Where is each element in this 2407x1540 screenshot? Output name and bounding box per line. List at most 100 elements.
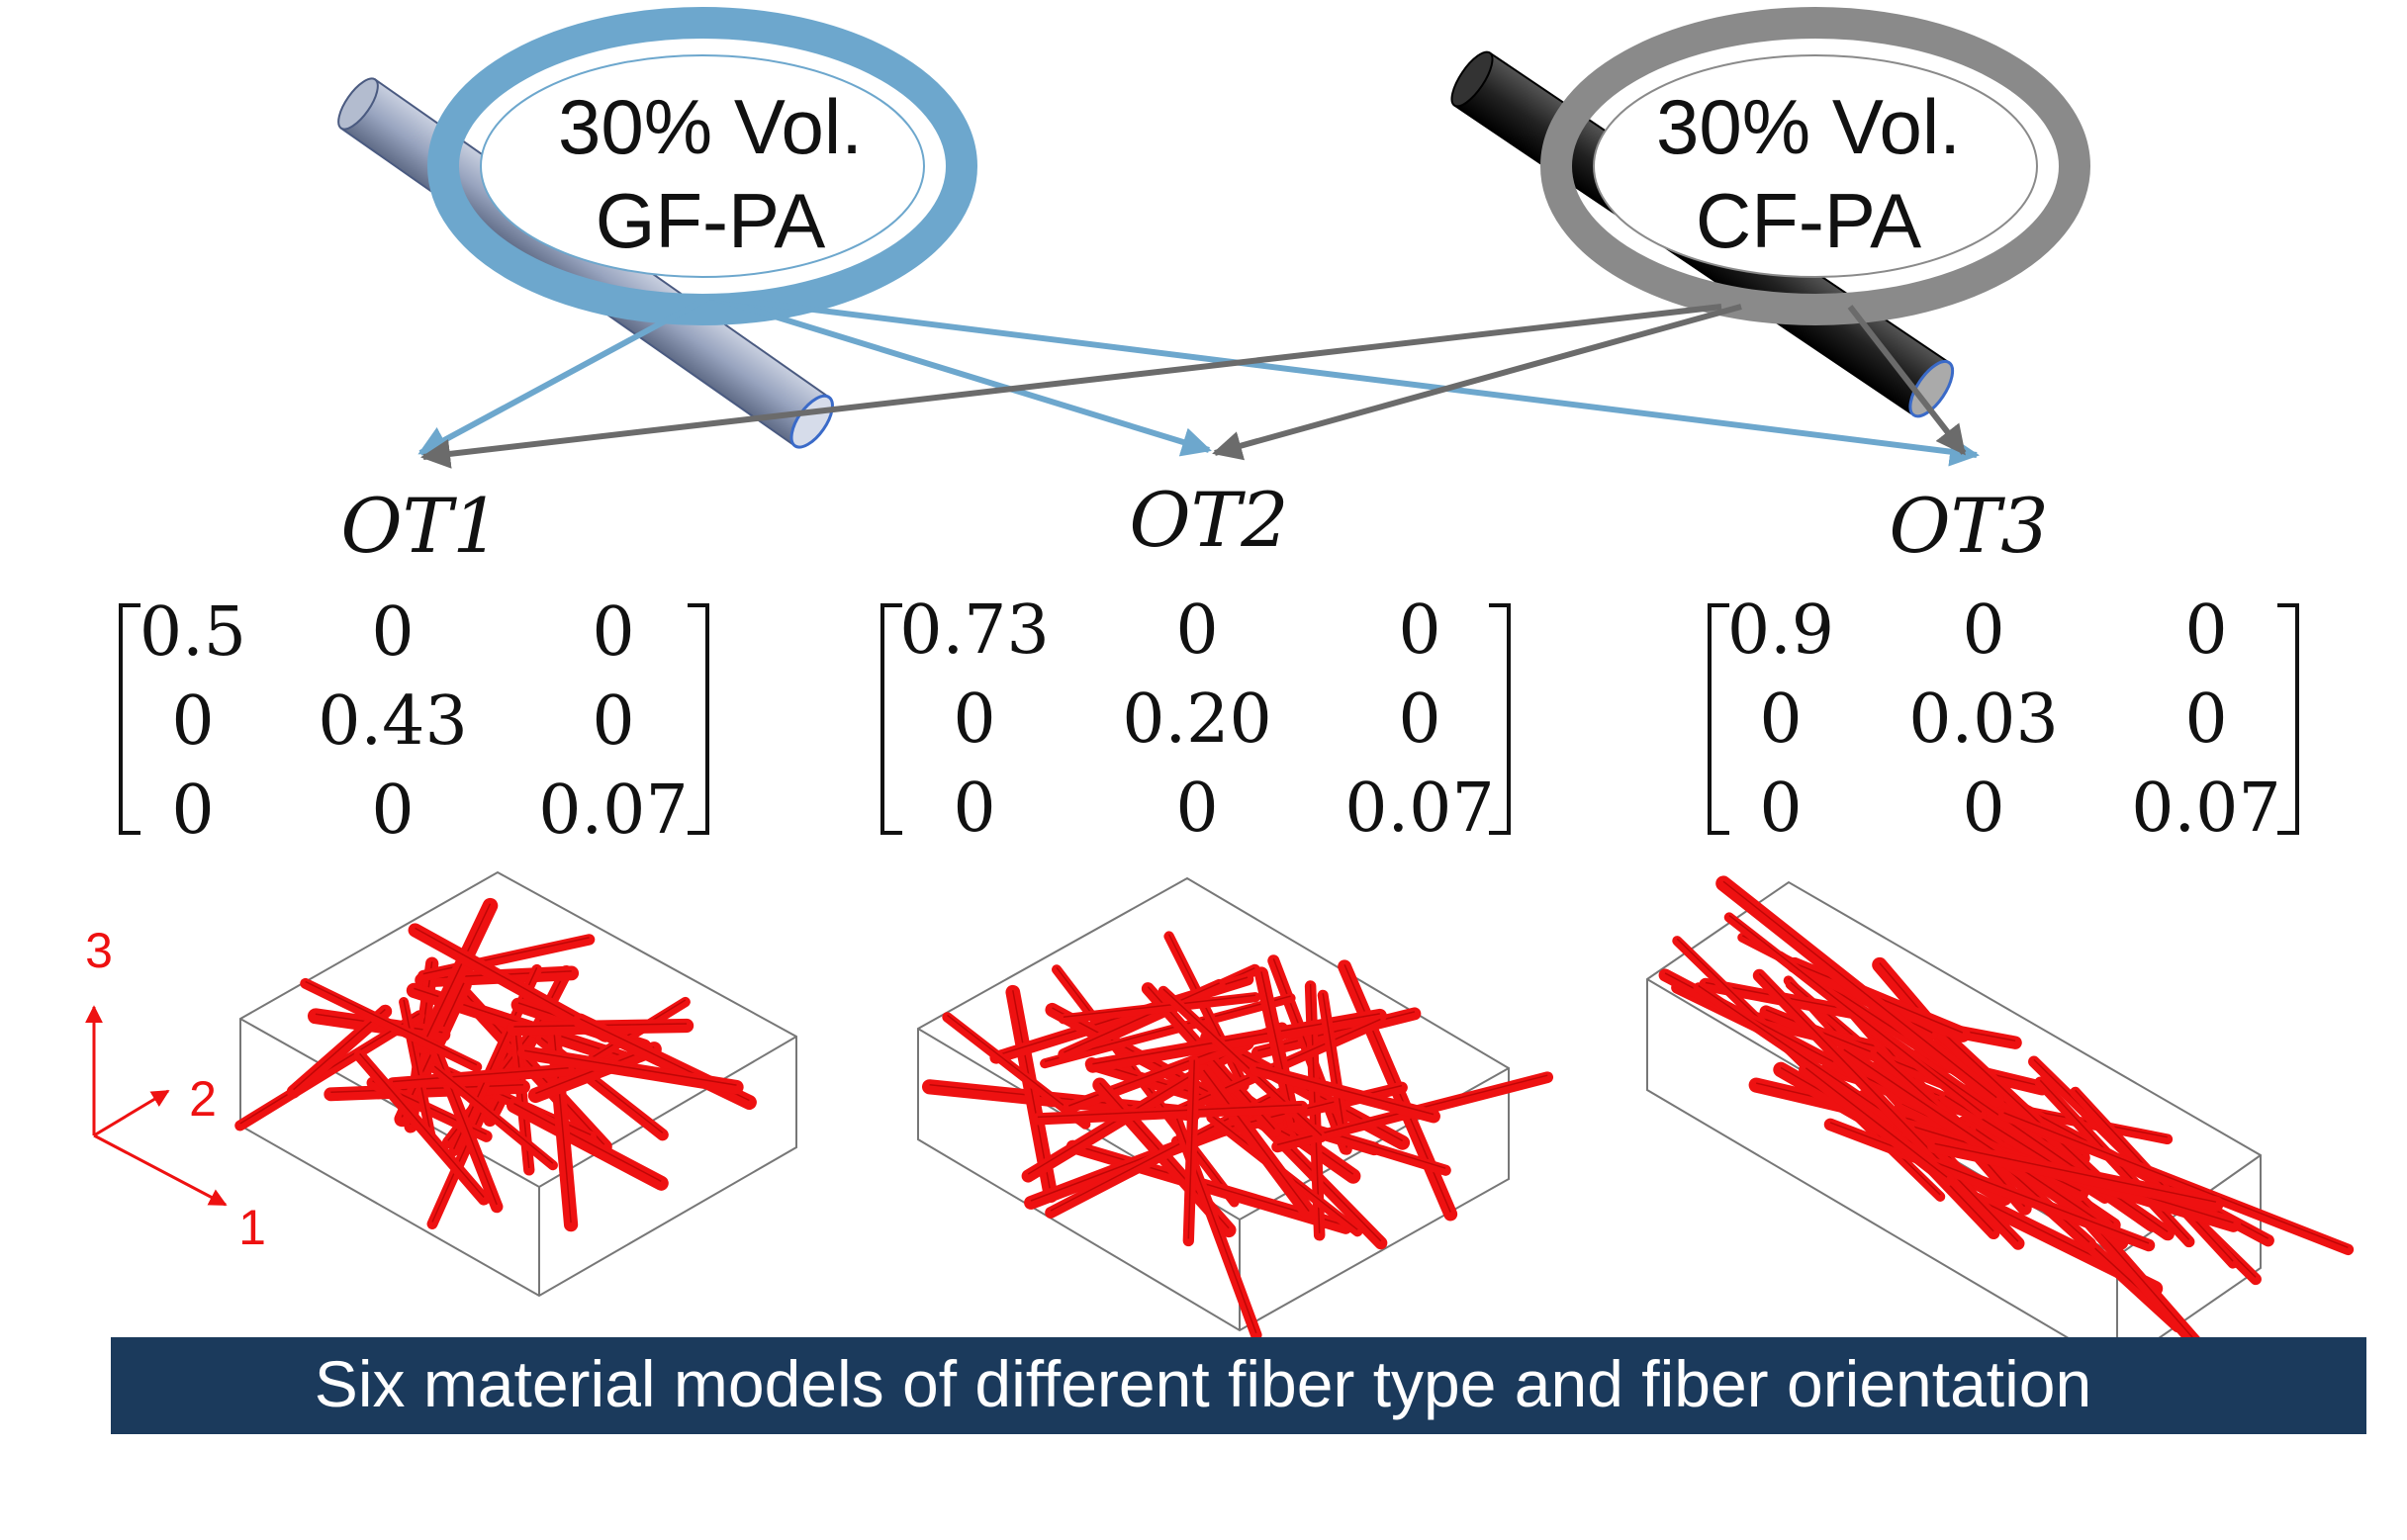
fiber: [1799, 1062, 1955, 1187]
fiber: [1927, 1019, 2116, 1197]
cf-label-line2: CF-PA: [1696, 177, 1921, 264]
fiber: [1058, 992, 1261, 1025]
fiber: [517, 1045, 744, 1095]
matrix-ot3-right-bracket: [2277, 603, 2299, 835]
matrix-ot1: 0.5 0 0 0 0.43 0 0 0 0.07: [119, 593, 709, 850]
fiber-edge: [393, 1066, 569, 1083]
axis-2-label: 2: [189, 1071, 217, 1127]
gf-ring: [427, 7, 977, 325]
fiber-edge: [1843, 1048, 2108, 1227]
matrix-cell: 0: [592, 682, 634, 761]
matrix-cell: 0.5: [139, 593, 246, 672]
rve-ot3-fibers: [1658, 875, 2355, 1367]
matrix-cell: 0: [1962, 591, 2004, 670]
matrix-cell: 0: [171, 771, 214, 850]
fiber: [417, 934, 596, 982]
matrix-cell: 0: [953, 770, 995, 848]
fiber-edge: [1255, 1066, 1435, 1116]
fiber-edge: [1037, 1104, 1302, 1119]
fiber: [416, 897, 499, 1054]
matrix-cell: 0.07: [2131, 770, 2280, 848]
matrix-cell: 0: [592, 593, 634, 672]
gf-bubble: [480, 54, 925, 278]
fiber: [429, 1063, 558, 1171]
fiber-edge: [2003, 1112, 2349, 1248]
fiber-edge: [513, 1103, 662, 1182]
matrix-cell: 0: [1398, 680, 1440, 759]
ot1-label: OT1: [340, 482, 500, 570]
fiber: [1836, 1043, 2115, 1236]
fiber: [1723, 912, 1988, 1120]
fiber-edge: [1064, 982, 1220, 1053]
matrix-cell: 0: [1175, 591, 1218, 670]
matrix-cell: 0: [171, 682, 214, 761]
rve-ot2: [917, 876, 1554, 1341]
matrix-cell: 0: [953, 680, 995, 759]
matrix-cell: 0: [1962, 770, 2004, 848]
fiber-edge: [1805, 1067, 1948, 1178]
fiber-edge: [1063, 994, 1255, 1019]
fiber-edge: [1322, 993, 1348, 1148]
rve-ot3-outline: [1646, 880, 2262, 1369]
matrix-ot1-right-bracket: [688, 603, 709, 835]
fiber: [1752, 968, 2025, 1250]
arrow-gf-to-ot3: [709, 294, 1980, 467]
fiber-edge: [293, 1008, 386, 1091]
arrow-cf-to-ot1: [420, 304, 1722, 469]
fiber-edge: [1758, 972, 2019, 1242]
matrix-cell: 0: [1398, 591, 1440, 670]
matrix-cell: 0.43: [318, 682, 467, 761]
fiber-edge: [1933, 1024, 2110, 1189]
axis-1-label: 1: [238, 1200, 266, 1255]
fiber: [353, 1049, 491, 1206]
fiber-edge: [305, 980, 478, 1066]
fiber: [1249, 1062, 1440, 1124]
axis-2-arrow: [93, 1089, 170, 1137]
arrow-gf-to-ot2: [709, 294, 1212, 457]
fiber-edge: [947, 1014, 1086, 1124]
matrix-cell: 0: [1759, 770, 1802, 848]
fiber: [1058, 978, 1226, 1061]
gf-label-line2: GF-PA: [596, 177, 826, 264]
arrow-cf-to-ot3: [1847, 305, 1967, 456]
fiber-edge: [1257, 1011, 1416, 1052]
axis-3-label: 3: [85, 923, 113, 978]
fiber-edge: [433, 1065, 554, 1164]
fiber-edge: [403, 999, 432, 1134]
matrix-ot2: 0.73 0 0 0 0.20 0 0 0 0.07: [880, 591, 1511, 848]
matrix-cell: 0: [2184, 680, 2227, 759]
fiber: [1040, 993, 1296, 1069]
fiber: [507, 1098, 669, 1191]
fiber: [527, 1042, 662, 1104]
rve-ot1-fibers: [234, 897, 757, 1232]
matrix-cell: 0: [1175, 770, 1218, 848]
fiber: [1031, 1100, 1308, 1126]
rve-ot2-outline: [917, 876, 1510, 1332]
matrix-ot3: 0.9 0 0 0 0.03 0 0 0 0.07: [1708, 591, 2299, 848]
matrix-cell: 0.20: [1122, 680, 1271, 759]
fiber-edge: [422, 903, 492, 1045]
matrix-cell: 0.07: [1344, 770, 1494, 848]
arrow-cf-to-ot2: [1212, 304, 1742, 461]
fiber-edge: [1829, 1122, 2150, 1244]
gf-arrows: [417, 294, 1980, 467]
fiber: [1195, 1064, 1317, 1222]
ot2-label: OT2: [1129, 476, 1288, 564]
fiber: [300, 977, 483, 1073]
fiber: [386, 1063, 575, 1090]
matrix-ot2-right-bracket: [1489, 603, 1511, 835]
fiber-edge: [359, 1052, 485, 1198]
fiber-edge: [524, 1049, 737, 1086]
fiber-edge: [330, 1084, 524, 1094]
axis-1-arrow: [93, 1133, 228, 1207]
fiber-edge: [415, 927, 606, 1035]
cf-arrows: [420, 304, 1967, 469]
fiber: [286, 1004, 393, 1099]
fiber-edge: [1934, 1142, 2217, 1203]
fiber-edge: [1260, 971, 1295, 1123]
fiber-edge: [1187, 1059, 1196, 1239]
matrix-ot3-left-bracket: [1708, 603, 1729, 835]
cf-label-line1: 30% Vol.: [1656, 83, 1961, 170]
fiber: [234, 1010, 425, 1132]
